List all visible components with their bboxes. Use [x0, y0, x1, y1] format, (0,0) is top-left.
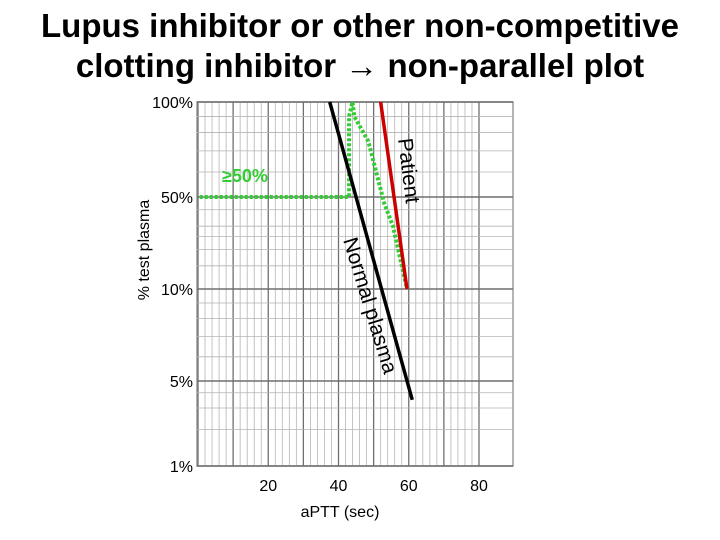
normal-plasma-line [328, 101, 414, 401]
x-axis-label: a​PTT (sec) [301, 504, 380, 521]
chart-title-line-1: Lupus inhibitor or other non-competitive [41, 7, 679, 44]
normal-plasma-label: Normal plasma [338, 235, 401, 377]
patient-line [378, 101, 409, 290]
fifty-percent-annotation: ≥50% [222, 166, 268, 186]
x-tick-label: 80 [470, 478, 488, 495]
y-tick-label: 10% [161, 282, 193, 299]
patient-label: Patient [393, 137, 424, 205]
plot-labels: Normal plasma Patient ≥50% [222, 137, 424, 377]
plot-grid [196, 101, 514, 467]
x-tick-label: 60 [400, 478, 418, 495]
chart-title: Lupus inhibitor or other non-competitive… [0, 6, 720, 86]
y-tick-label: 5% [170, 374, 193, 391]
y-tick-label: 50% [161, 190, 193, 207]
tick-labels: 100% 50% 10% 5% 1% 20 40 60 80 a​PTT (sec) % test … [136, 95, 488, 521]
x-tick-label: 40 [330, 478, 348, 495]
y-tick-label: 1% [170, 459, 193, 476]
plot-series [199, 100, 414, 401]
y-tick-label: 100% [152, 95, 193, 112]
x-tick-label: 20 [259, 478, 277, 495]
y-axis-label: % test plasma [136, 200, 153, 301]
chart-title-line-2: clotting inhibitor → non-parallel plot [75, 47, 645, 84]
